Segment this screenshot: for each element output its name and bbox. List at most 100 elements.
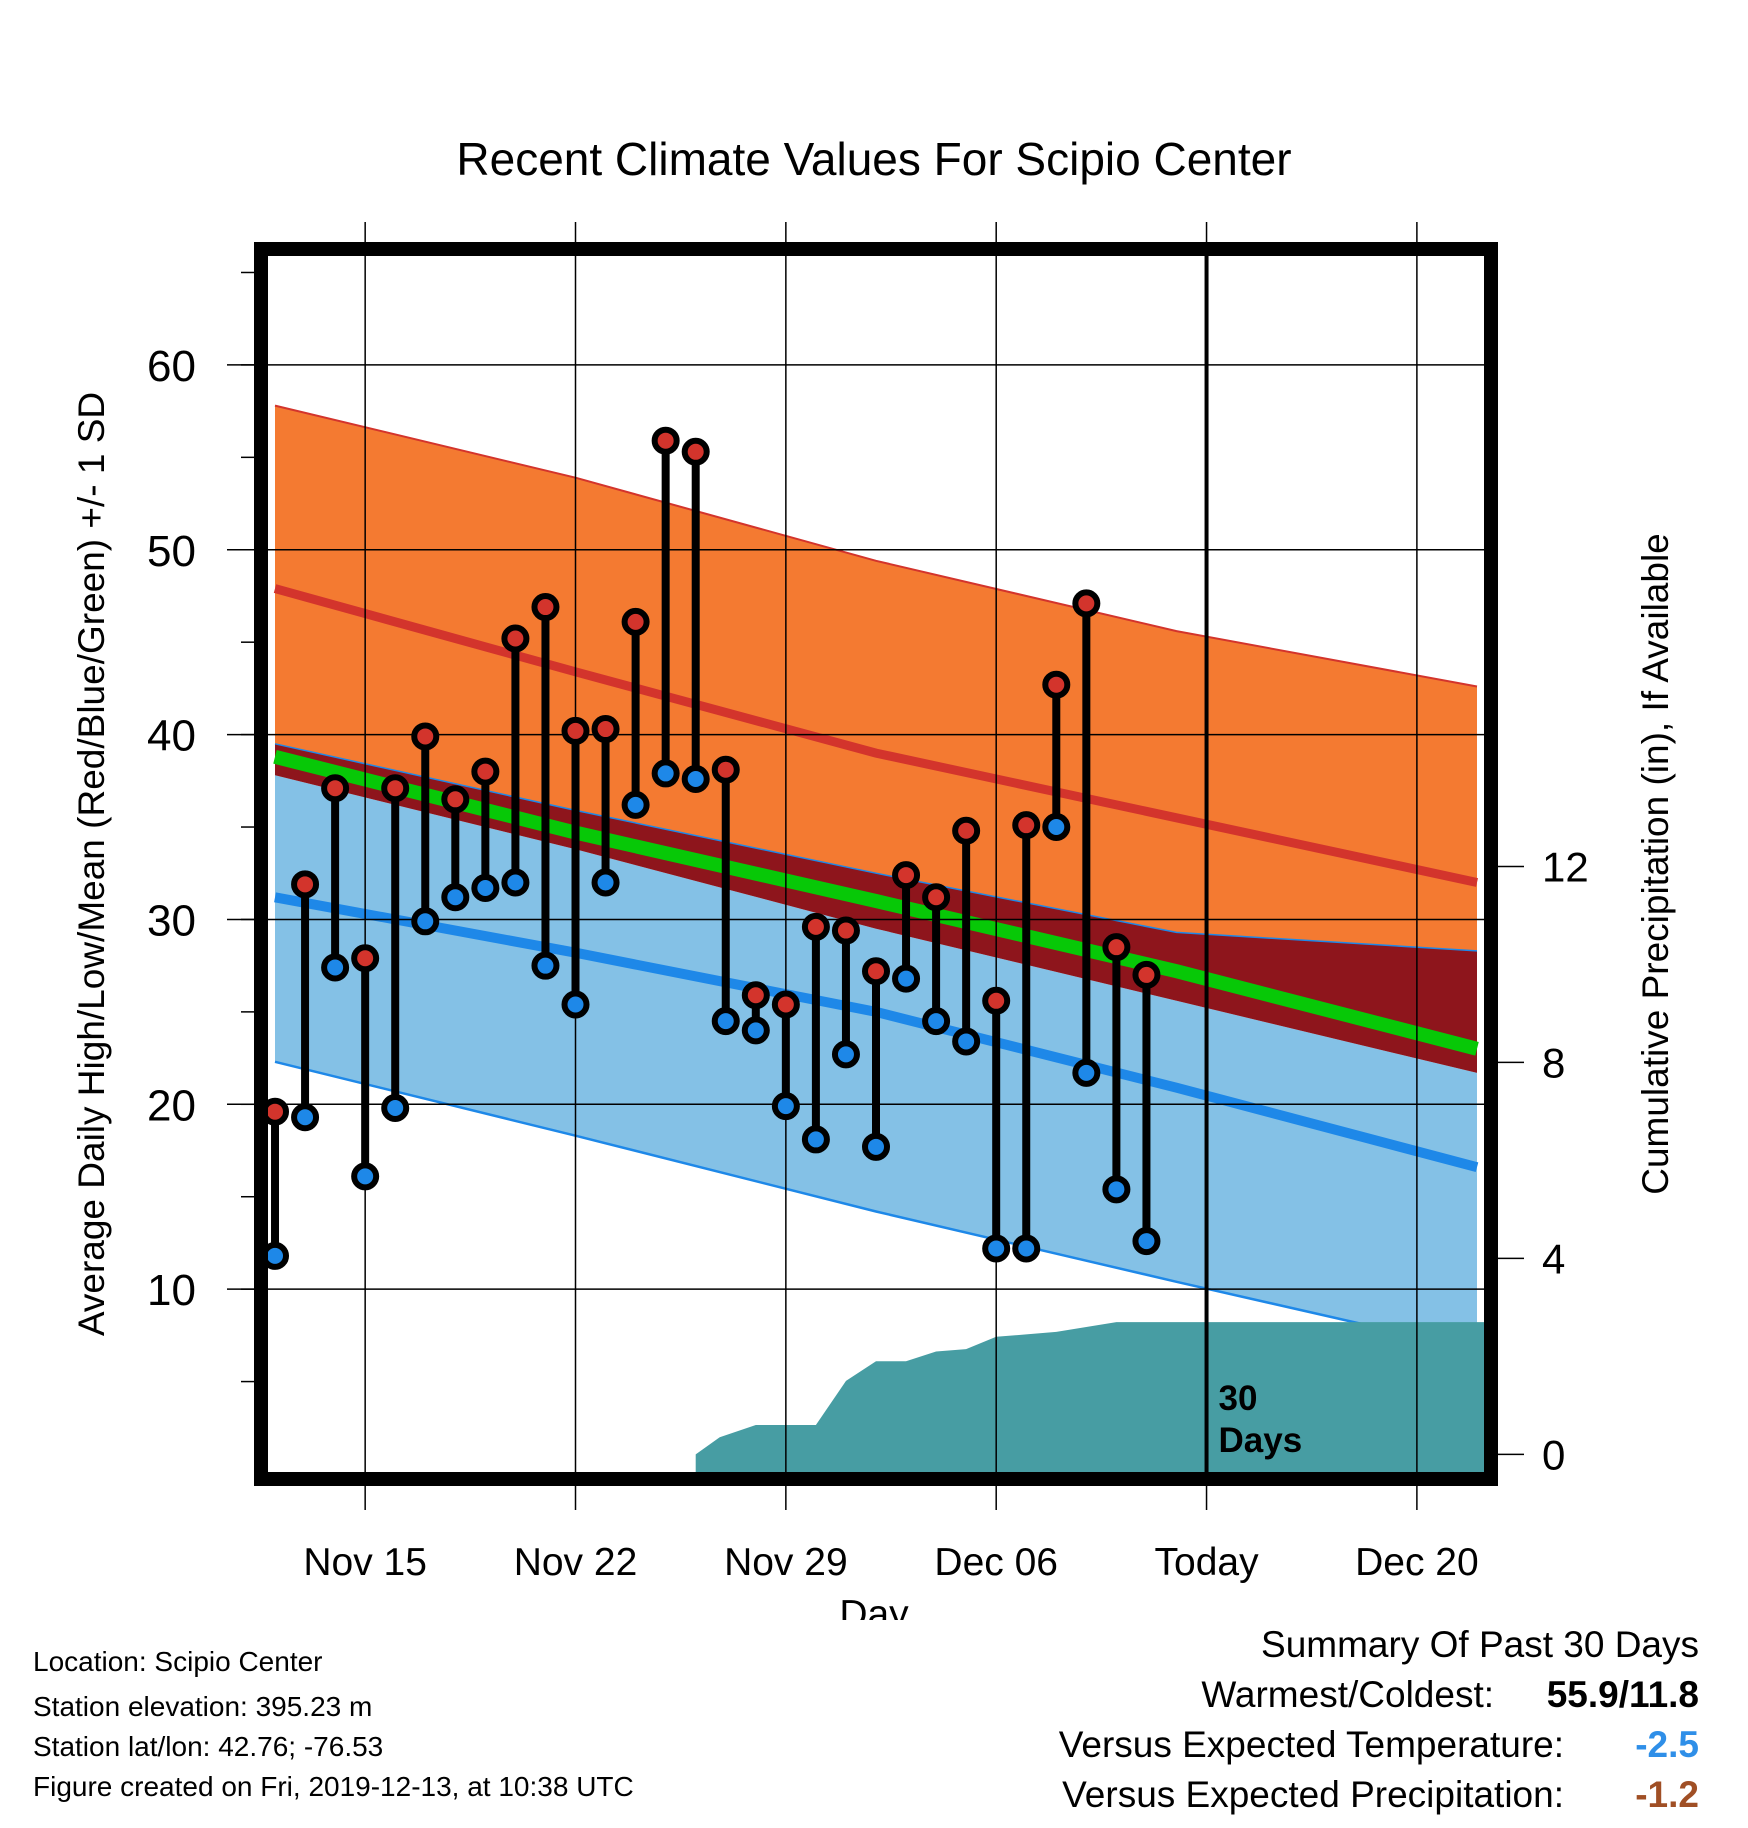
precip-area [695,1322,1486,1474]
x-tick-label: Nov 22 [514,1541,638,1584]
latlon-text: Station lat/lon: 42.76; -76.53 [33,1731,384,1762]
x-tick-label: Dec 20 [1355,1541,1479,1584]
low-marker [531,951,560,980]
low-marker [1012,1234,1041,1263]
high-marker [801,912,830,941]
low-marker [411,907,440,936]
x-tick-label: Nov 15 [303,1541,427,1584]
high-marker [266,1097,290,1126]
summary-warm-cold: Warmest/Coldest: 55.9/11.8 [1201,1674,1699,1716]
summary-temp: Versus Expected Temperature: -2.5 [1059,1724,1699,1766]
warm-cold-label: Warmest/Coldest: [1201,1674,1494,1715]
high-marker [351,944,380,973]
high-upper-edge [274,404,1478,688]
high-marker [291,870,320,899]
x-tick-label: Nov 29 [724,1541,848,1584]
high-marker [441,785,470,814]
high-marker [982,986,1011,1015]
high-marker [741,981,770,1010]
x-tick-label: Dec 06 [934,1541,1058,1584]
high-marker [621,607,650,636]
today-label: 30 [1219,1379,1258,1418]
normal-high-line [273,584,1478,887]
low-marker [952,1027,981,1056]
warm-cold-value: 55.9/11.8 [1546,1674,1699,1715]
high-marker [711,755,740,784]
precip-value: -1.2 [1635,1774,1699,1815]
x-axis-label: Day [839,1593,909,1620]
low-marker [501,868,530,897]
y-tick-label: 50 [147,527,196,576]
today-label: Days [1219,1421,1303,1460]
normal-mean-line [273,750,1479,1056]
low-marker [561,990,590,1019]
low-marker [741,1016,770,1045]
high-marker [381,774,410,803]
low-marker [771,1092,800,1121]
summary-title: Summary Of Past 30 Days [1261,1624,1699,1665]
elevation-text: Station elevation: 395.23 m [33,1691,373,1722]
y2-tick-label: 0 [1542,1431,1565,1478]
low-marker [711,1007,740,1036]
y-tick-label: 30 [147,896,196,945]
y-tick-label: 60 [147,342,196,391]
low-marker [441,883,470,912]
y-tick-label: 40 [147,712,196,761]
high-marker [561,716,590,745]
high-marker [651,426,680,455]
high-marker [1132,960,1161,989]
temp-label: Versus Expected Temperature: [1058,1724,1564,1765]
low-marker [621,790,650,819]
y2-tick-label: 4 [1542,1235,1565,1282]
low-marker [1102,1175,1131,1204]
high-marker [892,861,921,890]
high-marker [922,883,951,912]
high-marker [471,757,500,786]
low-marker [982,1234,1011,1263]
y2-axis-label: Cumulative Precipitation (in), If Availa… [1635,533,1676,1195]
plot-frame [254,242,1498,1486]
high-marker [411,722,440,751]
y2-tick-label: 8 [1542,1039,1565,1086]
high-marker [321,774,350,803]
low-marker [1132,1227,1161,1256]
y-tick-label: 20 [147,1081,196,1130]
high-marker [681,437,710,466]
low-marker [651,759,680,788]
high-marker [952,816,981,845]
high-lower-edge [274,743,1478,952]
low-marker [1042,813,1071,842]
low-lower-edge [274,1060,1478,1352]
climate-chart: Recent Climate Values For Scipio Center … [71,133,1676,1620]
location-text: Location: Scipio Center [33,1646,323,1677]
chart-title: Recent Climate Values For Scipio Center [456,133,1291,185]
temp-value: -2.5 [1635,1724,1699,1765]
low-marker [831,1040,860,1069]
low-marker [922,1007,951,1036]
y-axis-label: Average Daily High/Low/Mean (Red/Blue/Gr… [71,392,112,1336]
high-marker [862,957,890,986]
y2-tick-label: 12 [1542,843,1589,890]
low-marker [381,1094,410,1122]
low-marker [321,953,350,982]
precip-label: Versus Expected Precipitation: [1062,1774,1564,1815]
high-marker [591,715,620,744]
y-tick-label: 10 [147,1266,196,1315]
low-marker [862,1132,890,1161]
low-marker [351,1162,380,1191]
low-marker [471,874,500,903]
high-marker [531,593,560,622]
summary-precip: Versus Expected Precipitation: -1.2 [1062,1774,1699,1816]
x-tick-label: Today [1155,1541,1260,1584]
low-marker [1072,1058,1101,1087]
high-marker [501,624,530,653]
created-text: Figure created on Fri, 2019-12-13, at 10… [33,1771,634,1802]
low-marker [892,964,921,993]
high-marker [1012,811,1041,840]
high-marker [1072,589,1101,618]
low-marker [291,1103,320,1132]
high-marker [771,990,800,1019]
high-marker [1042,670,1071,699]
